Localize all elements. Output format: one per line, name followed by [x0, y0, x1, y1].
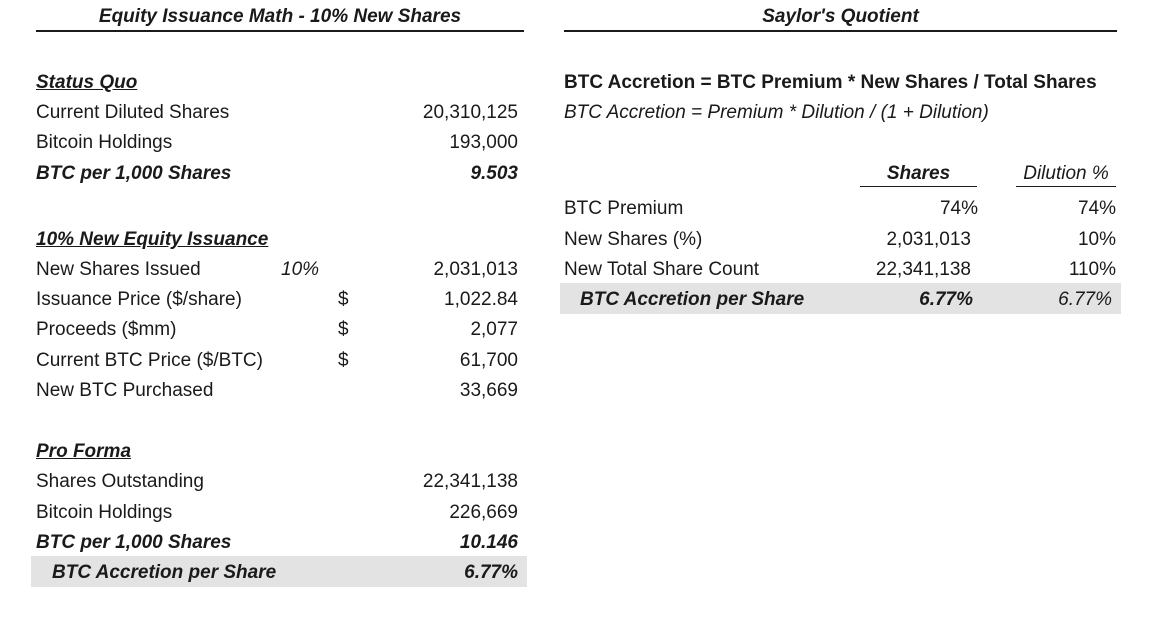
proceeds-value: 2,077 [470, 319, 518, 340]
formula-secondary: BTC Accretion = Premium * Dilution / (1 … [564, 102, 989, 123]
btc-premium-shares: 74% [939, 198, 978, 219]
current-diluted-shares-label: Current Diluted Shares [36, 102, 230, 123]
left-accretion-value: 6.77% [464, 562, 518, 583]
col-header-dilution-rule [1016, 186, 1116, 187]
proceeds-label: Proceeds ($mm) [36, 319, 177, 340]
new-btc-purchased-value: 33,669 [459, 380, 518, 401]
new-shares-pct-shares: 2,031,013 [886, 229, 971, 250]
col-header-shares-rule [860, 186, 977, 187]
issuance-heading: 10% New Equity Issuance [36, 229, 269, 250]
right-title-rule [564, 30, 1117, 32]
bitcoin-holdings-value: 193,000 [449, 132, 518, 153]
new-shares-issued-label: New Shares Issued [36, 259, 201, 280]
right-accretion-shares: 6.77% [919, 289, 973, 310]
formula-primary: BTC Accretion = BTC Premium * New Shares… [564, 72, 1097, 93]
new-shares-pct-dilution: 10% [1077, 229, 1116, 250]
btc-premium-dilution: 74% [1077, 198, 1116, 219]
pro-forma-bitcoin-holdings-value: 226,669 [449, 502, 518, 523]
btc-premium-label: BTC Premium [564, 198, 684, 219]
right-accretion-highlight [560, 283, 1121, 314]
col-header-dilution: Dilution % [1023, 163, 1109, 184]
left-title-rule [36, 30, 524, 32]
right-panel-title: Saylor's Quotient [762, 6, 919, 27]
right-accretion-dilution: 6.77% [1058, 289, 1112, 310]
issuance-price-currency: $ [338, 289, 349, 310]
shares-outstanding-label: Shares Outstanding [36, 471, 204, 492]
btc-price-label: Current BTC Price ($/BTC) [36, 350, 263, 371]
issuance-price-value: 1,022.84 [444, 289, 518, 310]
current-diluted-shares-value: 20,310,125 [422, 102, 518, 123]
new-total-share-count-dilution: 110% [1068, 259, 1116, 280]
bitcoin-holdings-label: Bitcoin Holdings [36, 132, 173, 153]
pro-forma-btc-per-1000-value: 10.146 [459, 532, 518, 553]
left-panel-title: Equity Issuance Math - 10% New Shares [98, 6, 462, 27]
btc-price-currency: $ [338, 350, 349, 371]
btc-price-value: 61,700 [459, 350, 518, 371]
pro-forma-bitcoin-holdings-label: Bitcoin Holdings [36, 502, 173, 523]
pro-forma-btc-per-1000-label: BTC per 1,000 Shares [36, 532, 232, 553]
new-btc-purchased-label: New BTC Purchased [36, 380, 214, 401]
left-accretion-label: BTC Accretion per Share [52, 562, 277, 583]
pro-forma-heading: Pro Forma [36, 441, 132, 462]
btc-per-1000-value: 9.503 [470, 163, 518, 184]
new-shares-pct-label: New Shares (%) [564, 229, 703, 250]
btc-per-1000-label: BTC per 1,000 Shares [36, 163, 232, 184]
new-total-share-count-shares: 22,341,138 [875, 259, 971, 280]
right-accretion-label: BTC Accretion per Share [580, 289, 805, 310]
issuance-price-label: Issuance Price ($/share) [36, 289, 242, 310]
new-total-share-count-label: New Total Share Count [564, 259, 760, 280]
proceeds-currency: $ [338, 319, 349, 340]
new-shares-issued-pct: 10% [281, 259, 320, 280]
left-accretion-highlight [31, 556, 527, 587]
new-shares-issued-value: 2,031,013 [433, 259, 518, 280]
col-header-shares: Shares [886, 163, 951, 184]
shares-outstanding-value: 22,341,138 [422, 471, 518, 492]
status-quo-heading: Status Quo [36, 72, 138, 93]
